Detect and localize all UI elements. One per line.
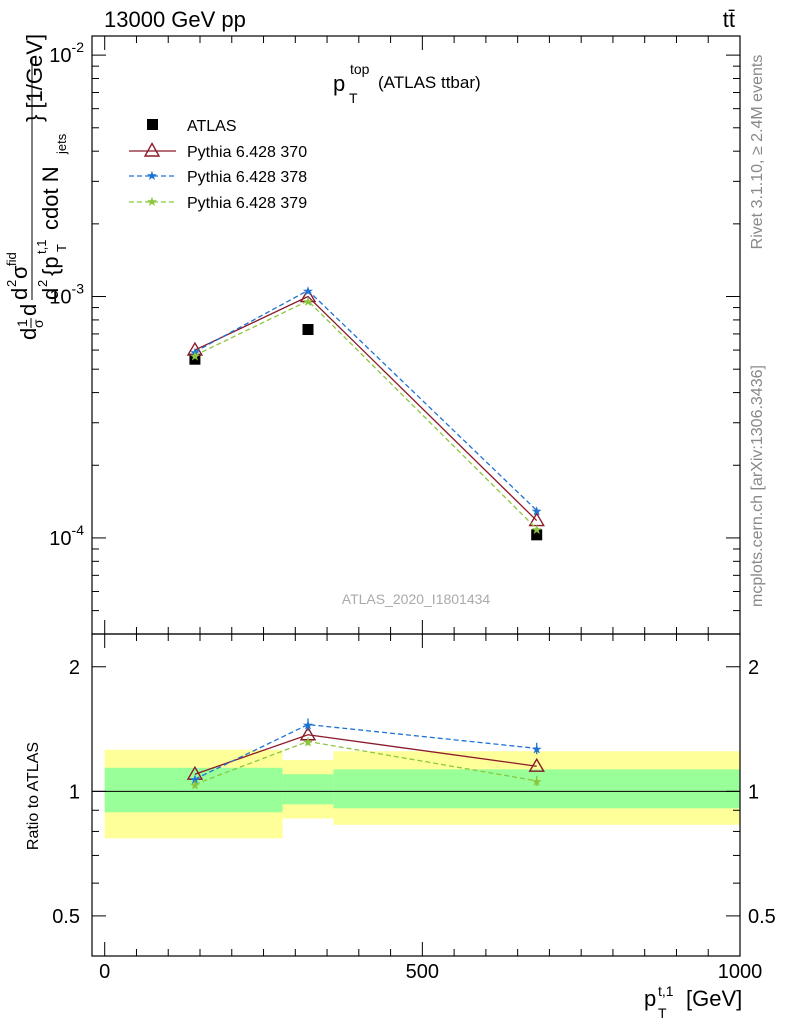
ratio-ylabel: Ratio to ATLAS xyxy=(25,742,42,850)
main-point-2-0: ★ xyxy=(189,345,201,360)
tick-base: 10 xyxy=(49,287,71,309)
svg-text:t,1: t,1 xyxy=(658,983,674,999)
main-point-0-0 xyxy=(189,353,201,365)
ratio-point-1-0: ★ xyxy=(189,772,201,787)
tick-exp: -3 xyxy=(72,281,85,297)
main-point-1-2 xyxy=(528,512,545,527)
main-series-line-3 xyxy=(194,300,538,530)
main-point-3-1: ★ xyxy=(302,294,314,309)
legend-marker-370 xyxy=(143,142,161,157)
ratio-y-tick-label-right: 2 xyxy=(748,657,759,679)
mcplots-label: mcplots.cern.ch [arXiv:1306.3436] xyxy=(749,365,766,607)
ratio-inner-band-1 xyxy=(282,774,334,805)
ratio-point-2-2: ★ xyxy=(531,774,543,789)
legend-marker-378: ★ xyxy=(146,168,158,183)
main-y-tick-label: 10-4 xyxy=(49,522,84,550)
main-point-1-1 xyxy=(299,288,317,303)
svg-text:d: d xyxy=(16,304,41,316)
energy-label: 13000 GeV pp xyxy=(104,7,246,32)
x-tick-label: 1000 xyxy=(718,961,763,983)
tick-base: 10 xyxy=(49,528,71,550)
rivet-label: Rivet 3.1.10, ≥ 2.4M events xyxy=(749,55,766,250)
main-point-3-2: ★ xyxy=(531,522,543,537)
legend-label-atlas: ATLAS xyxy=(187,118,237,135)
ratio-point-2-1: ★ xyxy=(302,734,314,749)
main-y-tick-label: 10-3 xyxy=(49,281,84,309)
title-p: p xyxy=(333,71,345,96)
legend-marker-379: ★ xyxy=(146,194,158,209)
tick-exp: -4 xyxy=(72,522,85,538)
main-y-tick-label: 10-2 xyxy=(49,39,84,67)
x-tick-label: 0 xyxy=(99,961,110,983)
svg-text:T: T xyxy=(658,1005,667,1021)
ratio-ticks: 2 2 1 1 0.5 0.5 0 500 1000 xyxy=(52,634,776,983)
tick-exp: -2 xyxy=(72,39,85,55)
ratio-point-0-2 xyxy=(528,757,545,772)
svg-text:jets: jets xyxy=(54,133,69,155)
x-tick-label: 500 xyxy=(406,961,439,983)
main-title: p top T (ATLAS ttbar) xyxy=(333,61,481,106)
ratio-y-tick-label-left: 2 xyxy=(69,657,80,679)
legend: ATLAS Pythia 6.428 370 ★ Pythia 6.428 37… xyxy=(129,118,307,212)
title-sub: T xyxy=(349,90,358,106)
legend-marker-atlas xyxy=(147,119,158,130)
ratio-point-1-1: ★ xyxy=(302,718,314,733)
main-point-2-1: ★ xyxy=(302,283,314,298)
ratio-series-line-1 xyxy=(194,723,537,780)
svg-text:2: 2 xyxy=(35,280,50,287)
main-ylabel: d 1 σ d d 2 σ fid d 2 {p T t,1 cdot N je… xyxy=(4,34,69,340)
main-point-0-1 xyxy=(302,324,314,336)
svg-text:} [1/GeV]: } [1/GeV] xyxy=(22,34,47,122)
ratio-y-tick-label-left: 0.5 xyxy=(52,906,80,928)
main-series-line-1 xyxy=(194,295,538,522)
ratio-panel: 2 21 10.5 0.50 500 1000 ★★★★★★ xyxy=(52,633,776,983)
title-sup: top xyxy=(350,61,370,77)
tick-base: 10 xyxy=(49,45,71,67)
main-point-2-2: ★ xyxy=(531,503,543,518)
ratio-y-tick-label-left: 1 xyxy=(69,781,80,803)
main-series: ★★★★★★ xyxy=(186,283,545,541)
svg-text:1: 1 xyxy=(14,319,30,327)
svg-text:2: 2 xyxy=(4,280,19,287)
main-panel: 10-210-310-4 ★★★★★★ p top T (ATLAS ttbar… xyxy=(49,35,741,635)
svg-text:T: T xyxy=(54,244,69,252)
svg-text:d: d xyxy=(7,288,32,300)
legend-label-378: Pythia 6.428 378 xyxy=(187,169,307,186)
svg-text:{p: {p xyxy=(38,256,63,276)
xlabel: p T t,1 [GeV] xyxy=(644,983,742,1021)
ratio-y-tick-label-right: 1 xyxy=(748,781,759,803)
main-point-0-2 xyxy=(531,529,543,541)
ratio-series: ★★★★★★ xyxy=(186,718,545,792)
svg-text:t,1: t,1 xyxy=(34,240,49,254)
main-series-line-2 xyxy=(194,289,538,511)
svg-text:d: d xyxy=(16,328,41,340)
ratio-y-tick-label-right: 0.5 xyxy=(748,906,776,928)
svg-text:fid: fid xyxy=(4,252,19,266)
svg-text:σ: σ xyxy=(30,319,46,328)
legend-label-370: Pythia 6.428 370 xyxy=(187,144,307,161)
svg-text:d: d xyxy=(38,288,63,300)
title-rest: (ATLAS ttbar) xyxy=(378,73,481,92)
ratio-bands xyxy=(92,749,740,839)
legend-label-379: Pythia 6.428 379 xyxy=(187,195,307,212)
main-point-3-0: ★ xyxy=(189,348,201,363)
process-label: tt̄ xyxy=(723,7,735,32)
svg-text:cdot N: cdot N xyxy=(38,166,63,230)
ratio-point-2-0: ★ xyxy=(189,777,201,792)
ratio-frame xyxy=(91,633,741,957)
svg-text:p: p xyxy=(644,986,656,1011)
ratio-inner-band-0 xyxy=(104,767,283,813)
analysis-label: ATLAS_2020_I1801434 xyxy=(342,591,491,607)
main-y-ticks: 10-210-310-4 xyxy=(49,36,741,635)
svg-text:σ: σ xyxy=(7,265,32,279)
svg-text:[GeV]: [GeV] xyxy=(686,986,742,1011)
ratio-point-1-2: ★ xyxy=(531,741,543,756)
